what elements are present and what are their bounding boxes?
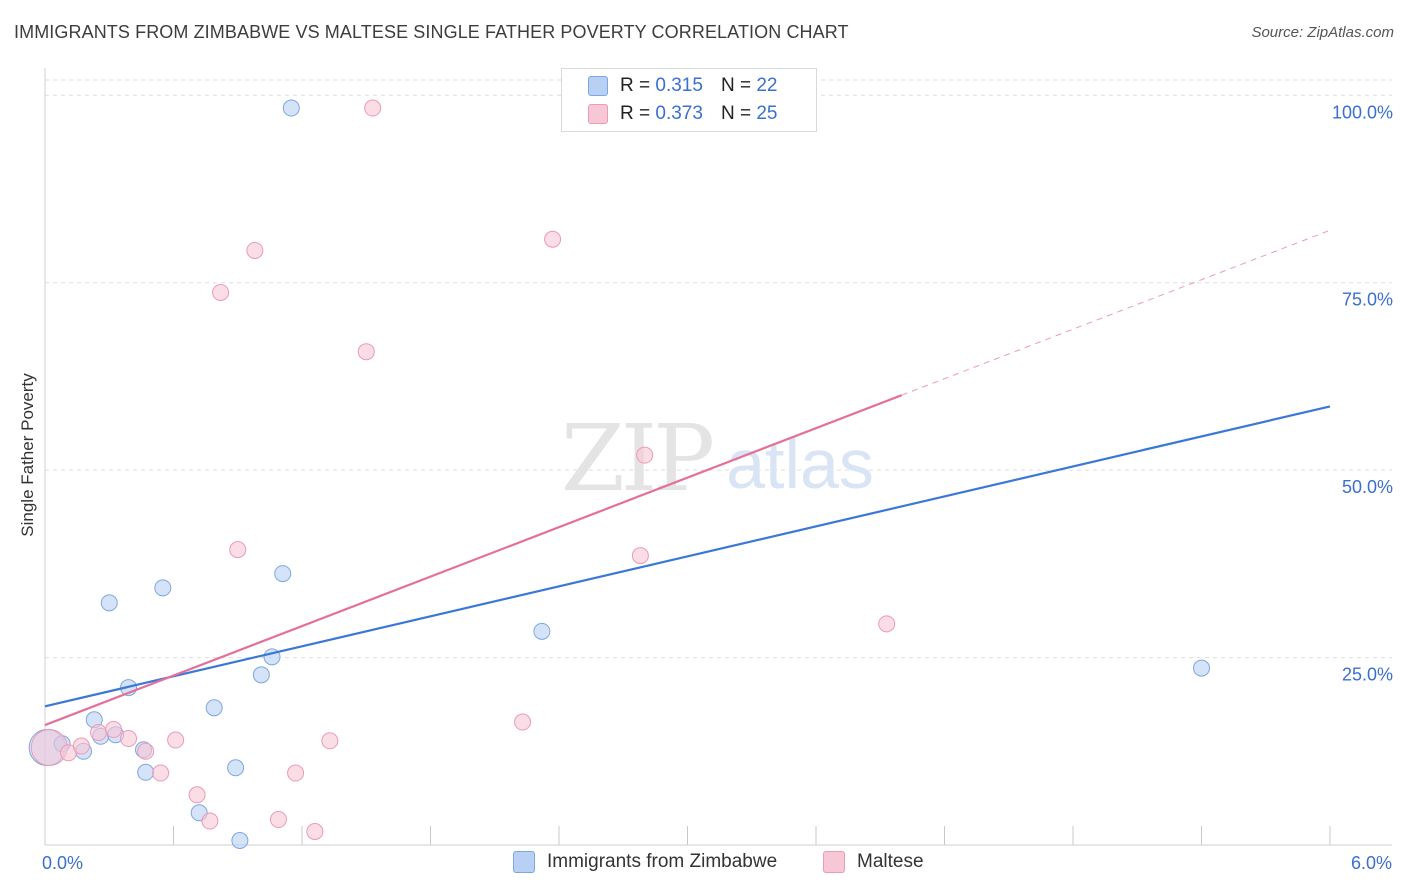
point-zimbabwe: [282, 99, 300, 117]
point-maltese: [72, 737, 90, 755]
point-zimbabwe: [100, 594, 118, 612]
point-maltese: [514, 713, 532, 731]
y-tick-label: 100.0%: [1332, 102, 1393, 122]
y-tick-label: 25.0%: [1342, 665, 1393, 685]
legend-r-label: R =: [620, 75, 651, 96]
gridlines: [45, 79, 1392, 659]
legend-item-maltese[interactable]: Maltese: [823, 851, 924, 873]
legend-n-value: 22: [756, 75, 778, 96]
point-zimbabwe: [533, 622, 551, 640]
legend-label-zimbabwe: Immigrants from Zimbabwe: [547, 851, 778, 872]
point-maltese: [321, 732, 339, 750]
legend-n-label: N =: [720, 103, 752, 124]
legend-row-zimbabwe: R = 0.315 N = 22: [588, 74, 777, 98]
legend-r-value: 0.373: [655, 103, 703, 124]
legend-swatch-blue: [588, 76, 608, 96]
trend-line-maltese: [44, 394, 903, 727]
data-points: [28, 99, 1210, 850]
chart-title: IMMIGRANTS FROM ZIMBABWE VS MALTESE SING…: [14, 22, 849, 42]
watermark-zip: ZIP: [561, 405, 712, 512]
point-maltese: [246, 241, 264, 259]
point-zimbabwe: [227, 759, 245, 777]
point-maltese: [287, 764, 305, 782]
point-maltese: [201, 812, 219, 830]
legend-r-label: R =: [620, 103, 651, 124]
point-maltese: [152, 764, 170, 782]
trend-extension-maltese: [901, 229, 1331, 396]
trend-lines: [44, 229, 1331, 727]
legend-label-maltese: Maltese: [857, 851, 924, 872]
point-zimbabwe: [154, 579, 172, 597]
watermark: ZIP atlas: [561, 405, 874, 512]
point-maltese: [212, 283, 230, 301]
point-maltese: [229, 541, 247, 559]
y-tick-label: 75.0%: [1342, 290, 1393, 310]
legend-row-maltese: R = 0.373 N = 25: [588, 102, 777, 126]
x-tick-label: 0.0%: [42, 853, 83, 873]
point-maltese: [357, 343, 375, 361]
x-tick-label: 6.0%: [1351, 853, 1392, 873]
y-tick-label: 50.0%: [1342, 477, 1393, 497]
point-maltese: [636, 446, 654, 464]
legend-item-zimbabwe[interactable]: Immigrants from Zimbabwe: [513, 851, 777, 873]
legend-swatch-maltese: [823, 851, 845, 873]
point-maltese: [544, 230, 562, 248]
point-zimbabwe: [274, 565, 292, 583]
point-maltese: [105, 721, 123, 739]
point-zimbabwe: [205, 699, 223, 717]
trend-line-zimbabwe: [44, 405, 1331, 708]
legend-swatch-pink: [588, 104, 608, 124]
tick-labels: 25.0% 50.0% 75.0% 100.0% 0.0% 6.0%: [42, 102, 1393, 873]
point-zimbabwe: [252, 666, 270, 684]
source-label: Source: ZipAtlas.com: [1251, 24, 1394, 41]
point-maltese: [631, 547, 649, 565]
legend-n-value: 25: [756, 103, 778, 124]
point-maltese: [90, 724, 108, 742]
point-zimbabwe: [1193, 659, 1210, 677]
legend-r-value: 0.315: [655, 75, 703, 96]
point-maltese: [306, 823, 324, 841]
point-zimbabwe: [137, 763, 155, 781]
legend-swatch-zimbabwe: [513, 851, 535, 873]
point-maltese: [364, 99, 382, 117]
point-maltese: [120, 730, 138, 748]
point-maltese: [137, 742, 155, 760]
axes: [44, 68, 1392, 846]
point-maltese: [878, 615, 896, 633]
correlation-legend: R = 0.315 N = 22 R = 0.373 N = 25: [561, 68, 817, 132]
point-maltese: [188, 786, 206, 804]
point-maltese: [167, 731, 185, 749]
point-zimbabwe: [231, 832, 249, 850]
watermark-atlas: atlas: [726, 425, 874, 503]
legend-n-label: N =: [720, 75, 752, 96]
point-maltese: [269, 811, 287, 829]
